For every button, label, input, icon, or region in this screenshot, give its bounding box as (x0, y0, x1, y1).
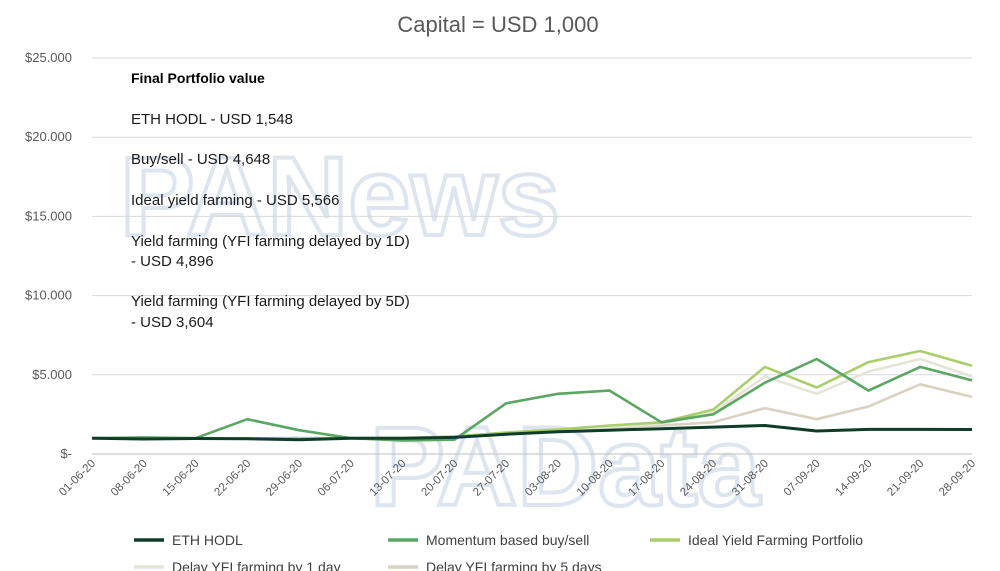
legend-label: Ideal Yield Farming Portfolio (688, 532, 863, 548)
grid-layer (92, 57, 972, 455)
y-axis-ticks: $- $5.000 $10.000 $15.000 $20.000 $25.000 (25, 50, 72, 461)
y-tick-label: $15.000 (25, 208, 72, 223)
annotation-line: - USD 3,604 (131, 314, 214, 331)
y-tick-label: $- (60, 446, 72, 461)
watermark-panews: PANews (120, 134, 560, 259)
annotation-line: Final Portfolio value (131, 70, 265, 86)
annotation-box: Final Portfolio value ETH HODL - USD 1,54… (131, 70, 410, 331)
legend-label: Delay YFI farming by 5 days (426, 559, 602, 571)
annotation-line: Yield farming (YFI farming delayed by 5D… (131, 293, 410, 310)
y-tick-label: $20.000 (25, 129, 72, 144)
annotation-line: - USD 4,896 (131, 253, 214, 270)
series-line-1 (91, 357, 973, 442)
chart-title: Capital = USD 1,000 (397, 12, 598, 37)
legend: ETH HODL Momentum based buy/sell Ideal Yie… (134, 532, 863, 571)
legend-label: ETH HODL (172, 532, 243, 548)
series-line-0 (91, 424, 973, 442)
annotation-line: Buy/sell - USD 4,648 (131, 151, 270, 168)
legend-label: Momentum based buy/sell (426, 532, 589, 548)
legend-label: Delay YFI farming by 1 day (172, 559, 341, 571)
series-layer (91, 349, 973, 442)
annotation-line: Ideal yield farming - USD 5,566 (131, 192, 339, 209)
y-tick-label: $25.000 (25, 50, 72, 65)
annotation-line: ETH HODL - USD 1,548 (131, 111, 293, 128)
y-tick-label: $5.000 (32, 367, 72, 382)
annotation-line: Yield farming (YFI farming delayed by 1D… (131, 233, 410, 250)
y-tick-label: $10.000 (25, 288, 72, 303)
